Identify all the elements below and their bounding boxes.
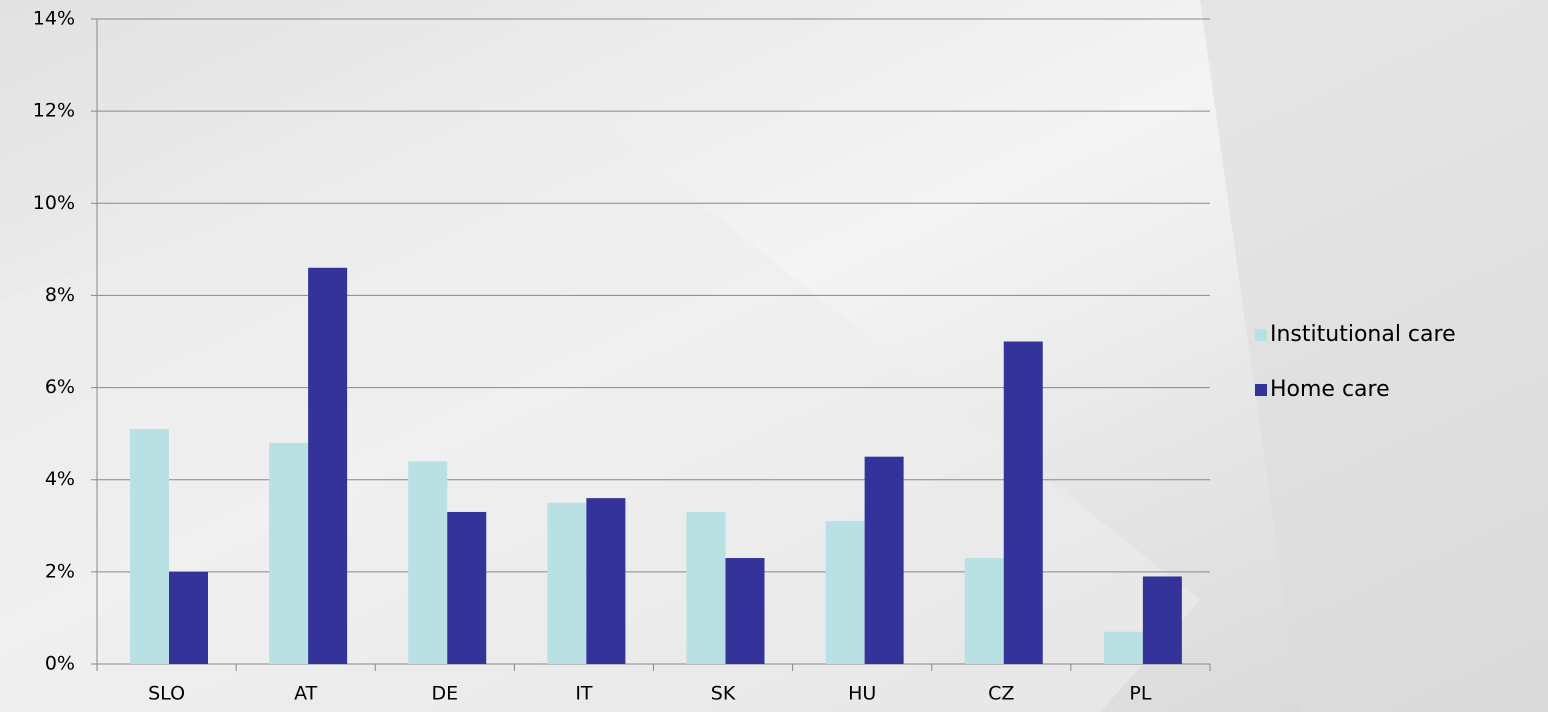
y-tick-label: 4%: [45, 468, 75, 490]
y-tick-label: 0%: [45, 653, 75, 675]
bar: [130, 429, 169, 664]
bar: [686, 511, 726, 664]
y-tick-label: 6%: [45, 376, 75, 398]
bar: [269, 442, 309, 664]
bar: [864, 456, 904, 664]
legend-text: Institutional care: [1270, 322, 1456, 347]
bar: [586, 498, 626, 664]
legend-swatch: [1255, 329, 1267, 341]
bar: [964, 558, 1004, 664]
legend-text: Home care: [1270, 377, 1390, 402]
y-tick-label: 2%: [45, 560, 75, 582]
y-tick-label: 12%: [33, 100, 75, 122]
y-tick-label: 8%: [45, 284, 75, 306]
bar: [408, 461, 448, 664]
bar: [725, 558, 765, 664]
x-tick-label: SLO: [148, 683, 185, 705]
bar: [1003, 341, 1043, 664]
bar: [547, 502, 587, 664]
x-tick-label: HU: [848, 683, 876, 705]
bar: [1103, 631, 1143, 664]
bar: [308, 267, 348, 664]
legend-swatch: [1255, 384, 1267, 396]
x-tick-label: DE: [431, 683, 458, 705]
bar: [1142, 576, 1182, 664]
x-tick-label: CZ: [988, 683, 1014, 705]
x-tick-label: PL: [1129, 683, 1151, 705]
bar: [825, 521, 865, 664]
x-tick-label: AT: [294, 683, 318, 705]
x-tick-label: IT: [575, 683, 593, 705]
background-shape: [1200, 0, 1548, 712]
bar: [447, 511, 487, 664]
x-tick-label: SK: [711, 683, 736, 705]
y-tick-label: 10%: [33, 192, 75, 214]
y-tick-label: 14%: [33, 8, 75, 30]
bar: [169, 571, 208, 664]
